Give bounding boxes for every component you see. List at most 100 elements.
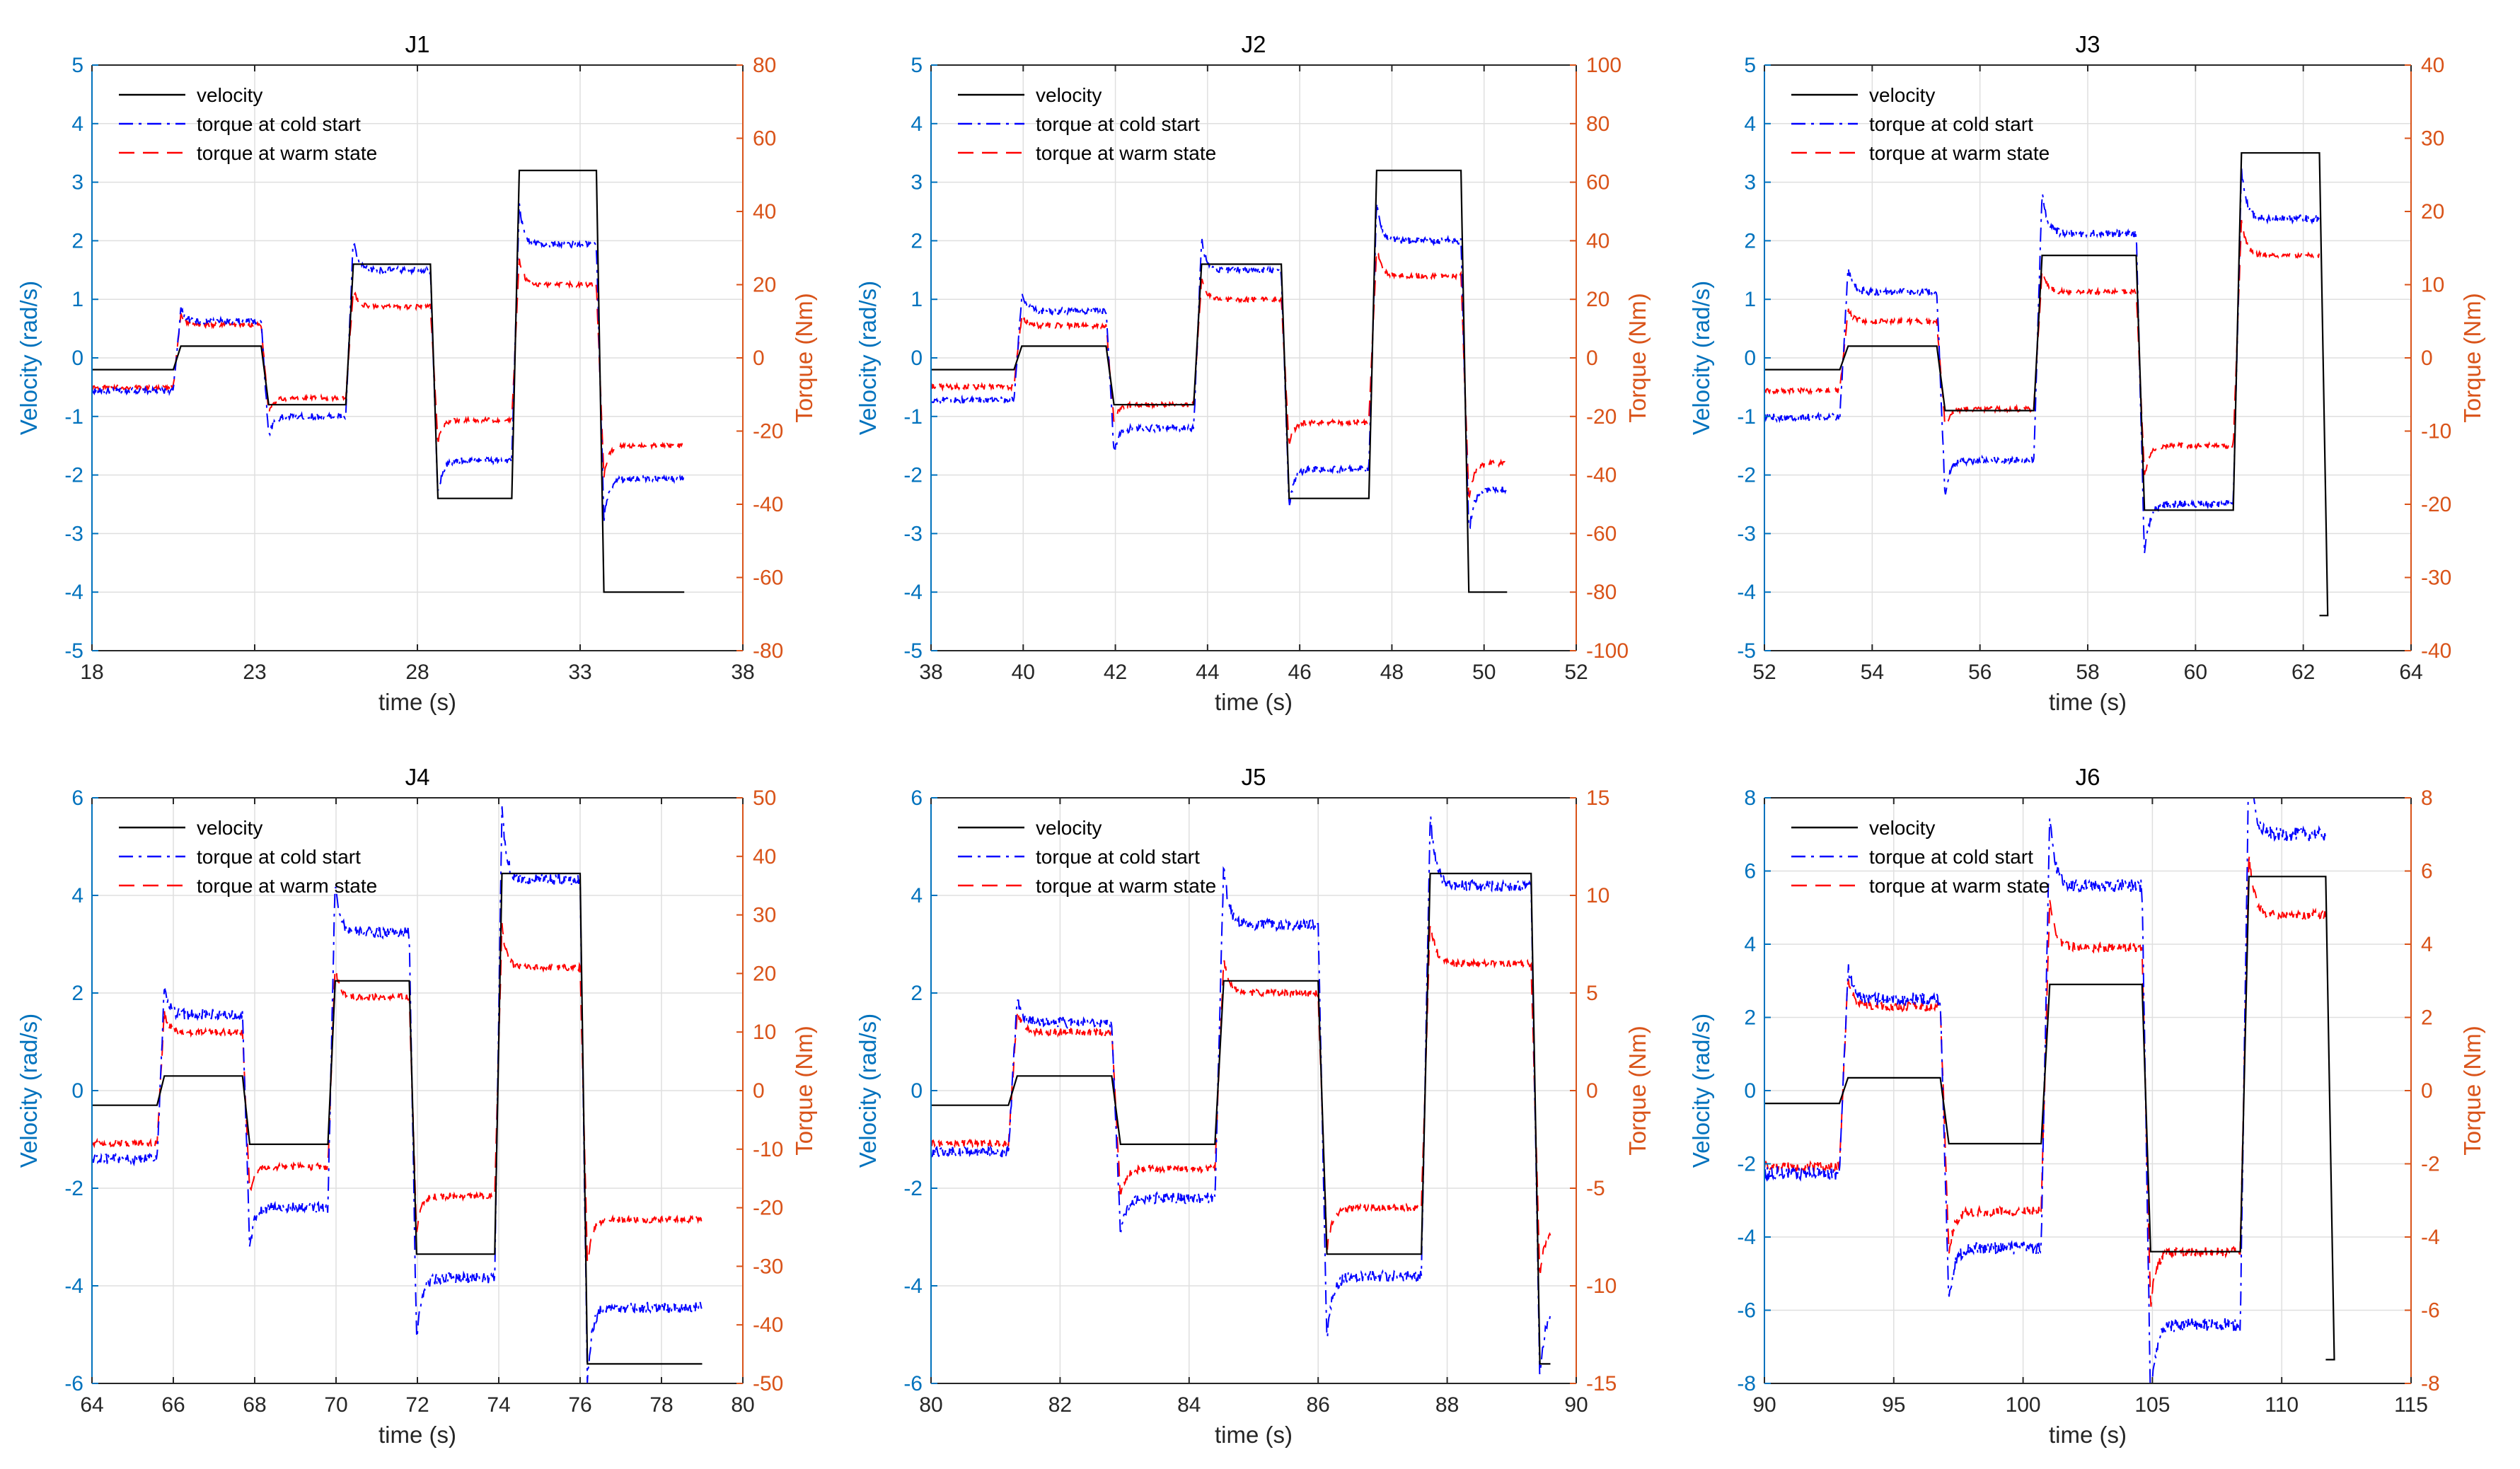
series-group [1764,798,2335,1383]
y2-tick-label: -60 [1586,522,1617,545]
x-tick-label: 62 [2291,661,2315,684]
chart-panel-j2: 38 40 42 44 46 48 50 52 -5 -4 -3 -2 -1 0 1 2 3 4 5 -100 -80 -… [855,31,1651,715]
y2-tick-label: -20 [1586,405,1617,429]
y-tick-label: -4 [64,581,83,604]
legend-label: torque at warm state [1036,875,1216,897]
y2-tick-label: 30 [753,904,776,927]
legend-velocity: velocity [958,817,1102,839]
y-tick-label: 2 [71,229,83,252]
y2-tick-label: 40 [753,845,776,869]
y2-tick-label: -2 [2421,1153,2440,1176]
legend-label: velocity [1036,84,1102,106]
x-tick-label: 38 [919,661,942,684]
y-tick-label: 2 [911,982,923,1005]
y-tick-label: -5 [903,639,923,663]
legend-label: velocity [1869,84,1935,106]
y-tick-label: 0 [71,347,83,370]
y-tick-label: -1 [903,405,923,429]
x-axis-label: time (s) [2049,689,2127,715]
y2-tick-label: 50 [753,786,776,810]
y-tick-label: -6 [64,1372,83,1395]
y-axis-label: Velocity (rad/s) [1688,1014,1714,1168]
y2-tick-label: -20 [2421,493,2451,516]
y-tick-label: 2 [1744,229,1756,252]
series-torque-cold [92,203,685,523]
y-tick-label: 0 [911,347,923,370]
y-tick-label: 4 [71,884,83,907]
y2-tick-label: 10 [753,1021,776,1044]
y2-tick-label: 0 [753,347,765,370]
y-tick-label: 4 [1744,933,1756,956]
y-tick-label: 3 [71,171,83,194]
legend-label: torque at warm state [197,142,377,164]
x-tick-label: 28 [405,661,429,684]
y-tick-label: -5 [1737,639,1756,663]
x-axis-label: time (s) [1215,1422,1293,1448]
y2-tick-label: 15 [1586,786,1609,810]
legend-label: torque at warm state [1869,875,2050,897]
series-group [931,169,1508,593]
y-tick-label: 3 [1744,171,1756,194]
y-tick-label: 2 [71,982,83,1005]
x-tick-label: 78 [649,1393,673,1417]
y2-tick-label: 0 [2421,347,2433,370]
y-axis-label: Velocity (rad/s) [16,1014,42,1168]
x-axis-label: time (s) [1215,689,1293,715]
x-tick-label: 100 [2006,1393,2041,1417]
series-torque-warm [92,258,684,478]
y-tick-label: 2 [911,229,923,252]
y2-tick-label: -8 [2421,1372,2440,1395]
x-axis-label: time (s) [378,1422,456,1448]
y-tick-label: 4 [911,884,923,907]
legend: velocity torque at cold start torque at wa… [958,817,1216,897]
y2-axis-label: Torque (Nm) [1624,1026,1651,1155]
legend-torque-warm: torque at warm state [1791,142,2050,164]
x-tick-label: 74 [487,1393,510,1417]
legend: velocity torque at cold start torque at wa… [119,84,377,164]
y-axis-label: Velocity (rad/s) [16,281,42,435]
x-tick-label: 23 [243,661,266,684]
x-tick-label: 64 [2399,661,2422,684]
x-tick-label: 46 [1288,661,1311,684]
y2-tick-label: -40 [1586,464,1617,487]
x-tick-label: 80 [731,1393,754,1417]
series-velocity [1764,152,2329,617]
y2-tick-label: 100 [1586,54,1622,77]
y-axis-label: Velocity (rad/s) [855,281,881,435]
y2-tick-label: -50 [753,1372,783,1395]
y-tick-label: -6 [903,1372,923,1395]
y-tick-label: -2 [1737,1153,1756,1176]
y-tick-label: 4 [911,112,923,136]
x-tick-label: 66 [161,1393,185,1417]
legend-label: torque at cold start [1869,846,2033,868]
chart-panel-j4: 64 66 68 70 72 74 76 78 80-6-4-20246-50-40-30-20… [16,764,817,1448]
y2-tick-label: 6 [2421,860,2433,883]
legend-label: torque at warm state [1869,142,2050,164]
y2-tick-label: 0 [1586,347,1598,370]
x-tick-label: 70 [324,1393,347,1417]
y2-tick-label: 4 [2421,933,2433,956]
x-tick-label: 52 [1564,661,1588,684]
x-tick-label: 76 [568,1393,591,1417]
y2-tick-label: -5 [1586,1177,1605,1200]
series-velocity [931,872,1551,1365]
legend-torque-warm: torque at warm state [119,875,377,897]
x-tick-label: 44 [1196,661,1219,684]
y2-tick-label: 80 [1586,112,1609,136]
y2-tick-label: -100 [1586,639,1629,663]
x-tick-label: 88 [1435,1393,1459,1417]
y2-tick-label: -30 [2421,567,2451,590]
y-tick-label: 0 [911,1079,923,1103]
y2-tick-label: -4 [2421,1226,2440,1249]
y-tick-label: 0 [71,1079,83,1103]
y-axis-label: Velocity (rad/s) [855,1014,881,1168]
y-tick-label: -2 [1737,464,1756,487]
legend-label: torque at warm state [1036,142,1216,164]
y-tick-label: -2 [903,464,923,487]
series-torque-cold [92,806,703,1383]
legend-torque-cold: torque at cold start [958,846,1200,868]
y2-tick-label: 0 [2421,1079,2433,1103]
y2-tick-label: -30 [753,1255,783,1278]
series-group [92,806,703,1383]
legend-label: torque at cold start [1869,113,2033,135]
